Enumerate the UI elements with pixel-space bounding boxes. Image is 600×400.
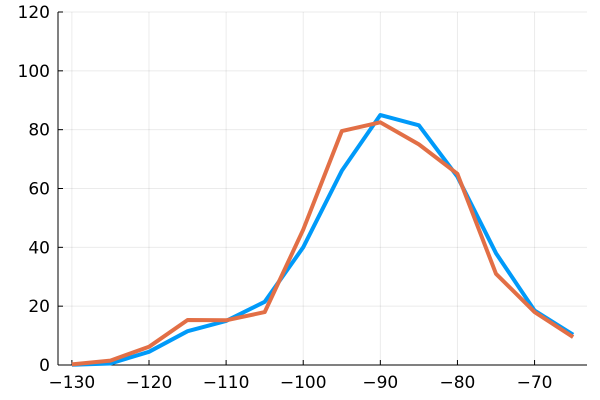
grid xyxy=(58,11,587,366)
y-tick-label: 0 xyxy=(39,356,50,376)
x-tick-label: −70 xyxy=(517,373,553,393)
x-tick-label: −80 xyxy=(440,373,476,393)
series-line-2 xyxy=(71,120,575,367)
x-tick-label: −130 xyxy=(49,373,96,393)
y-tick-label: 120 xyxy=(18,3,50,23)
ticks: −130 −120 −110 −100 −90 −80 −70 0 20 40 60 80 100 120 xyxy=(18,3,553,393)
y-tick-label: 60 xyxy=(28,180,50,200)
x-tick-label: −100 xyxy=(280,373,327,393)
y-tick-label: 40 xyxy=(28,238,50,258)
x-tick-label: −90 xyxy=(362,373,398,393)
y-tick-label: 100 xyxy=(18,62,50,82)
x-tick-label: −110 xyxy=(203,373,250,393)
x-tick-label: −120 xyxy=(126,373,173,393)
y-tick-label: 80 xyxy=(28,121,50,141)
series xyxy=(71,113,575,367)
series-line-1 xyxy=(71,113,575,367)
y-tick-label: 20 xyxy=(28,297,50,317)
